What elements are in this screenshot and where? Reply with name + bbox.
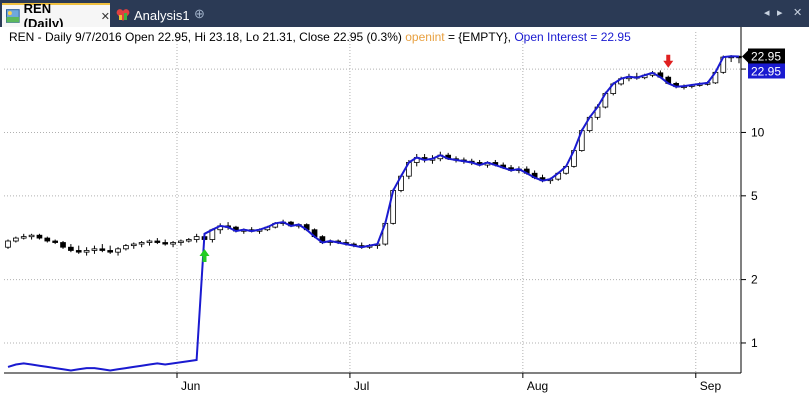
y-tick-label: 10	[751, 125, 765, 139]
candle-body	[68, 246, 74, 251]
candle-body	[36, 234, 43, 239]
candle-body	[170, 242, 176, 245]
candle-body	[178, 240, 184, 243]
open-interest-line-path	[7, 55, 740, 372]
candle-body	[154, 240, 161, 243]
chart-legend: REN - Daily 9/7/2016 Open 22.95, Hi 23.1…	[9, 30, 631, 44]
buy-arrow	[199, 249, 210, 263]
candle-body	[44, 237, 51, 242]
y-tick-label: 2	[751, 273, 758, 287]
candle-body	[115, 248, 121, 253]
candle-body	[162, 242, 169, 245]
x-tick-label: Jun	[181, 379, 200, 393]
analysis-icon	[116, 9, 130, 21]
candle-body	[91, 248, 98, 251]
open-interest-line	[7, 55, 740, 372]
signal-arrows	[199, 54, 674, 263]
legend-main: REN - Daily 9/7/2016 Open 22.95, Hi 23.1…	[9, 30, 402, 44]
tab-ren-daily[interactable]: REN (Daily) ✕	[2, 1, 110, 31]
x-tick-label: Sep	[700, 379, 722, 393]
candle-body	[83, 250, 90, 253]
legend-openint-value: = {EMPTY},	[444, 30, 515, 44]
candle-body	[130, 243, 137, 247]
candle-body	[52, 240, 58, 243]
candle-body	[5, 240, 11, 248]
last-oi-label: 22.95	[751, 64, 781, 78]
last-price-tag	[748, 48, 785, 64]
new-tab-icon[interactable]: ⊕	[194, 6, 205, 21]
sell-arrow	[663, 54, 674, 68]
y-tick-label: 1	[751, 336, 758, 350]
ohlc-bars	[5, 55, 742, 256]
candle-body	[20, 236, 27, 239]
scroll-right-icon[interactable]: ▸	[777, 7, 783, 19]
y-tick-label: 5	[751, 189, 758, 203]
legend-oi-label: Open Interest = 22.95	[514, 30, 631, 44]
tab-label: Analysis1	[134, 7, 190, 23]
tab-analysis1[interactable]: Analysis1	[112, 3, 216, 27]
x-tick-label: Aug	[527, 379, 548, 393]
close-icon[interactable]: ✕	[100, 10, 110, 23]
grid	[4, 32, 741, 373]
tab-bar: REN (Daily) ✕ Analysis1 ⊕ ◂ ▸ ✕	[0, 0, 809, 31]
candle-body	[107, 250, 114, 253]
legend-openint-label: openint	[405, 30, 445, 44]
close-window-icon[interactable]: ✕	[793, 7, 803, 19]
candle-body	[138, 242, 145, 245]
scroll-left-icon[interactable]: ◂	[764, 7, 770, 19]
last-price-tag-pointer	[742, 50, 748, 63]
candle-body	[146, 240, 153, 243]
last-oi-tag	[748, 63, 785, 79]
candle-body	[123, 245, 129, 250]
candle-body	[75, 250, 82, 253]
candle-body	[13, 237, 19, 242]
last-price-label: 22.95	[751, 49, 781, 63]
candle-body	[185, 239, 192, 242]
x-tick-label: Jul	[354, 379, 369, 393]
candle-body	[28, 234, 35, 238]
candle-body	[60, 242, 66, 248]
candle-body	[99, 248, 106, 251]
candle-body	[193, 236, 200, 240]
chart-window-icon	[6, 9, 20, 23]
